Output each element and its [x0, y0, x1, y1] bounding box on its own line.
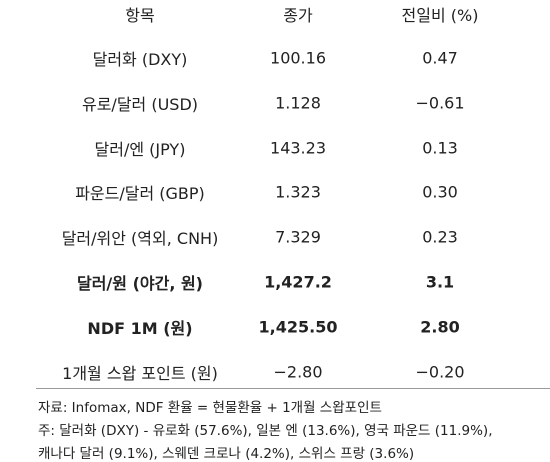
- table-cell: 1.128: [275, 93, 321, 113]
- table-cell: 1.323: [275, 182, 321, 202]
- table-cell: 0.13: [422, 138, 458, 158]
- note-line: 자료: Infomax, NDF 환율 = 현물환율 + 1개월 스왑포인트: [38, 400, 382, 416]
- table-cell: 2.80: [420, 317, 460, 337]
- table-cell: 0.47: [422, 48, 458, 68]
- table-cell: −0.20: [415, 362, 465, 382]
- table-cell: 유로/달러 (USD): [81, 94, 199, 114]
- table-cell: 달러/위안 (역외, CNH): [61, 229, 219, 249]
- table-cell: 달러화 (DXY): [92, 50, 188, 69]
- table-cell: 달러/엔 (JPY): [94, 139, 186, 159]
- header-cell: 항목: [125, 6, 155, 25]
- table-bottom-rule: [36, 388, 550, 389]
- table-cell: −0.61: [415, 93, 465, 113]
- table-cell: 달러/원 (야간, 원): [76, 274, 204, 293]
- table-cell: 1개월 스왑 포인트 (원): [62, 363, 218, 383]
- table-cell: 1,425.50: [258, 317, 338, 337]
- note-line: 캐나다 달러 (9.1%), 스웨덴 크로나 (4.2%), 스위스 프랑 (3…: [38, 446, 415, 462]
- table-cell: 7.329: [275, 227, 321, 247]
- table-cell: 100.16: [270, 48, 326, 68]
- table-cell: NDF 1M (원): [87, 318, 193, 338]
- table-cell: 0.23: [422, 227, 458, 247]
- header-cell: 전일비 (%): [401, 6, 479, 25]
- table-cell: 파운드/달러 (GBP): [75, 184, 205, 204]
- table-cell: 1,427.2: [264, 272, 332, 292]
- header-cell: 종가: [283, 6, 313, 25]
- table-cell: 3.1: [425, 272, 455, 292]
- table-cell: 0.30: [422, 182, 458, 202]
- table-cell: 143.23: [270, 138, 326, 158]
- note-line: 주: 달러화 (DXY) - 유로화 (57.6%), 일본 엔 (13.6%)…: [38, 423, 493, 439]
- table-cell: −2.80: [273, 362, 323, 382]
